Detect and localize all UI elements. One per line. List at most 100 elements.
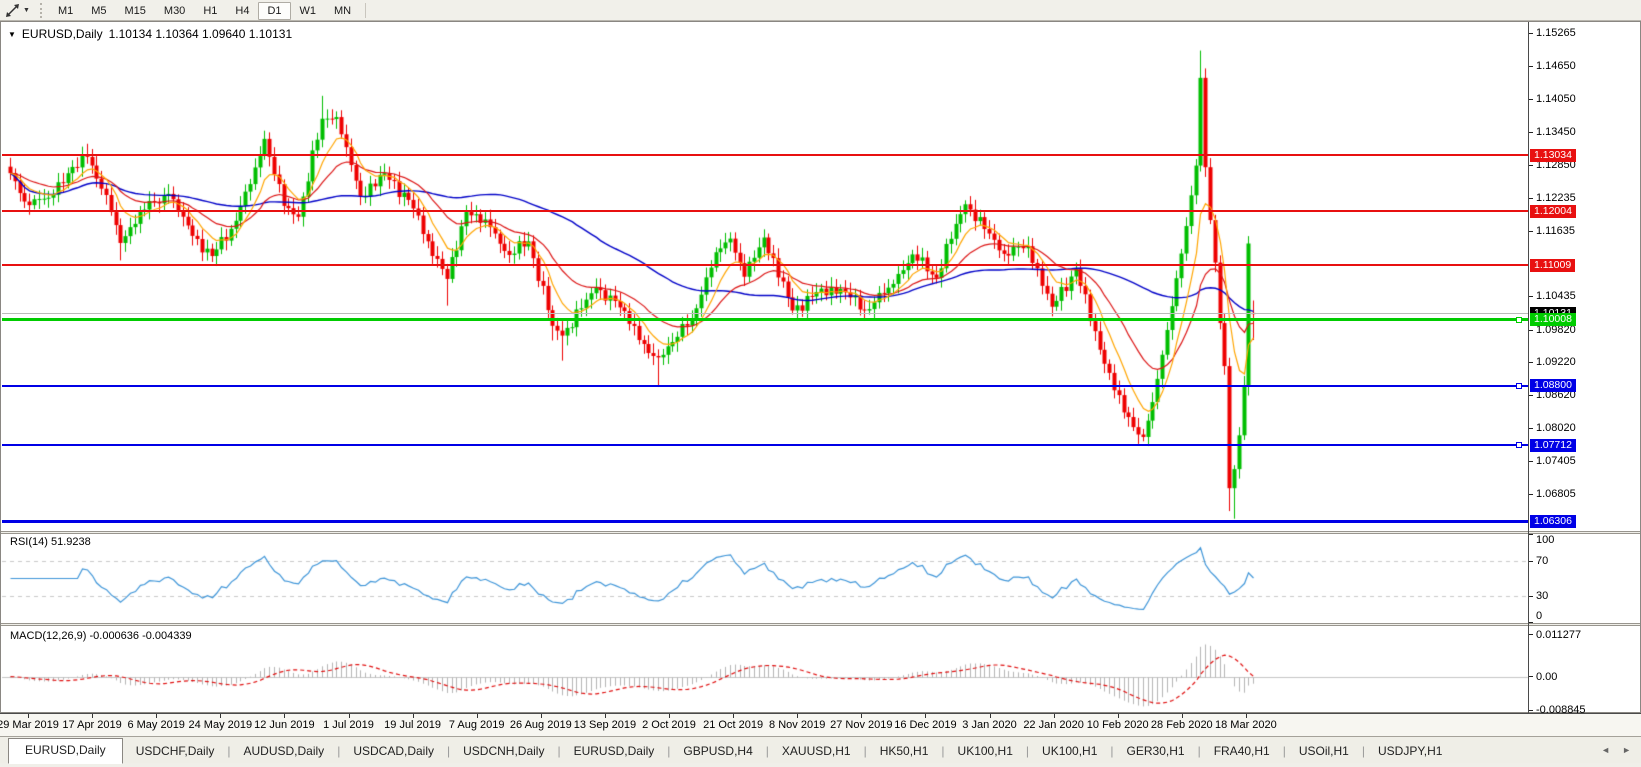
date-tick-mark [669, 714, 670, 718]
macd-tick-label: 0.011277 [1536, 629, 1582, 641]
date-tick-label: 18 Mar 2020 [1215, 719, 1277, 731]
date-tick-mark [1181, 714, 1183, 718]
rsi-tick-label: 100 [1536, 534, 1555, 546]
price-tick-label: 1.11635 [1536, 224, 1575, 237]
date-tick-mark [348, 714, 350, 718]
date-tick-mark [925, 714, 927, 718]
rsi-tick-mark [1529, 534, 1533, 536]
panel-splitter-rsi[interactable] [1, 531, 1640, 534]
level-badge-1.12004: 1.12004 [1530, 204, 1576, 218]
rsi-tick-mark [1529, 621, 1533, 623]
macd-tick-label: 0.00 [1536, 670, 1558, 683]
date-axis: 29 Mar 2019 17 Apr 2019 6 May 2019 24 May 2… [0, 713, 1641, 736]
date-tick-mark [412, 714, 414, 718]
price-tick-mark [1529, 32, 1533, 34]
level-line-1.08800[interactable] [2, 384, 1528, 387]
date-tick-label: 24 May 2019 [188, 719, 253, 731]
date-tick-mark [733, 714, 735, 718]
price-tick-label: 1.09820 [1536, 323, 1576, 336]
price-tick-label: 1.14050 [1536, 93, 1576, 106]
price-axis-border [1528, 22, 1529, 713]
chart-ohlc-values: 1.10134 1.10364 1.09640 1.10131 [108, 27, 293, 41]
price-tick-mark [1529, 493, 1533, 495]
date-tick-label: 27 Nov 2019 [830, 719, 893, 731]
macd-tick-mark [1529, 633, 1533, 635]
level-line-1.12004[interactable] [2, 210, 1528, 213]
date-tick-label: 8 Nov 2019 [769, 719, 826, 731]
price-tick-label: 1.08020 [1536, 421, 1576, 434]
date-tick-mark [540, 714, 542, 718]
level-handle[interactable] [1516, 382, 1522, 389]
price-tick-label: 1.13450 [1536, 125, 1576, 138]
price-tick-label: 1.09220 [1536, 356, 1576, 369]
macd-label: MACD(12,26,9) -0.000636 -0.004339 [10, 630, 192, 642]
level-badge-1.13034: 1.13034 [1530, 148, 1576, 162]
price-tick-label: 1.15265 [1536, 26, 1576, 39]
price-tick-mark [1529, 230, 1533, 232]
macd-values: -0.000636 -0.004339 [89, 630, 192, 642]
macd-tick-mark [1529, 676, 1533, 678]
date-tick-label: 22 Jan 2020 [1023, 719, 1084, 731]
price-tick-mark [1529, 461, 1533, 463]
rsi-tick-label: 70 [1536, 555, 1549, 567]
date-tick-label: 26 Aug 2019 [509, 719, 572, 731]
current-price-line [2, 312, 1528, 314]
date-tick-label: 6 May 2019 [127, 719, 185, 731]
rsi-tick-label: 30 [1536, 590, 1549, 602]
chart-title: ▼ EURUSD,Daily 1.10134 1.10364 1.09640 1… [8, 27, 292, 41]
rsi-value: 51.9238 [50, 536, 91, 548]
price-tick-label: 1.07405 [1536, 455, 1576, 468]
price-tick-label: 1.06805 [1536, 487, 1576, 500]
level-badge-1.06306: 1.06306 [1530, 515, 1576, 529]
level-line-1.13034[interactable] [2, 154, 1528, 156]
date-tick-label: 12 Jun 2019 [254, 719, 315, 731]
macd-tick-mark [1529, 709, 1533, 711]
level-line-1.07712[interactable] [2, 444, 1528, 447]
date-tick-label: 29 Mar 2019 [0, 719, 59, 731]
date-tick-mark [28, 714, 29, 718]
level-line-1.06306[interactable] [2, 520, 1528, 524]
price-tick-mark [1529, 329, 1533, 331]
date-tick-label: 17 Apr 2019 [62, 719, 122, 731]
date-tick-label: 28 Feb 2020 [1150, 719, 1213, 731]
date-tick-mark [989, 714, 991, 718]
price-tick-label: 1.10435 [1536, 290, 1576, 303]
date-tick-mark [92, 714, 94, 718]
date-tick-label: 16 Dec 2019 [894, 719, 957, 731]
level-badge-1.07712: 1.07712 [1530, 438, 1576, 452]
level-line-1.11009[interactable] [2, 264, 1528, 267]
date-tick-mark [797, 714, 799, 718]
panel-splitter-macd[interactable] [1, 623, 1640, 626]
chart-collapse-icon[interactable]: ▼ [8, 29, 16, 39]
chart-tab-eurusd-daily[interactable]: EURUSD,Daily [8, 738, 123, 764]
date-tick-mark [1117, 714, 1119, 718]
price-tick-label: 1.12235 [1536, 192, 1576, 205]
price-tick-mark [1529, 99, 1533, 101]
date-tick-label: 21 Oct 2019 [703, 719, 764, 731]
date-tick-mark [156, 714, 158, 718]
date-tick-mark [861, 714, 863, 718]
date-tick-label: 2 Oct 2019 [642, 719, 696, 731]
rsi-tick-label: 0 [1536, 610, 1543, 622]
date-tick-mark [604, 714, 606, 718]
macd-tick-label: -0.008845 [1536, 704, 1586, 716]
date-tick-label: 10 Feb 2020 [1086, 719, 1149, 731]
chart-symbol-label: EURUSD,Daily [21, 27, 103, 41]
price-tick-mark [1529, 164, 1533, 166]
rsi-tick-mark [1529, 560, 1533, 562]
price-tick-mark [1529, 131, 1533, 133]
date-tick-label: 1 Jul 2019 [323, 719, 374, 731]
price-tick-mark [1529, 362, 1533, 364]
date-tick-label: 7 Aug 2019 [448, 719, 505, 731]
date-tick-label: 3 Jan 2020 [962, 719, 1017, 731]
level-handle[interactable] [1516, 316, 1522, 323]
level-line-1.10008[interactable] [2, 318, 1528, 322]
level-handle[interactable] [1516, 442, 1522, 449]
level-badge-1.10008: 1.10008 [1530, 313, 1576, 327]
date-tick-mark [1245, 714, 1247, 718]
price-tick-mark [1529, 198, 1533, 200]
date-tick-mark [284, 714, 286, 718]
date-tick-label: 19 Jul 2019 [384, 719, 442, 731]
